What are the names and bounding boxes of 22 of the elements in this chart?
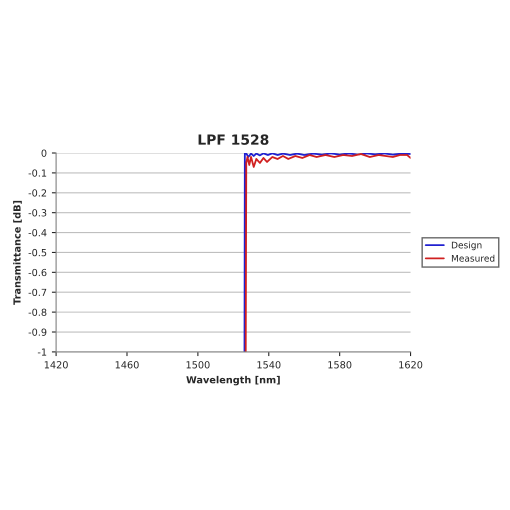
x-tick-label: 1460 bbox=[116, 361, 139, 368]
y-tick-label: -0.2 bbox=[28, 189, 46, 197]
x-tick-label: 1540 bbox=[257, 361, 280, 368]
y-tick-label: -0.4 bbox=[28, 229, 47, 236]
x-tick-label: 1580 bbox=[328, 361, 352, 368]
legend-label: Measured bbox=[452, 254, 494, 262]
y-tick-label: 0 bbox=[42, 149, 46, 157]
legend-label: Design bbox=[452, 241, 482, 250]
x-tick-label: 1420 bbox=[44, 361, 68, 368]
y-tick-label: -0.8 bbox=[28, 308, 46, 316]
y-tick-label: -0.5 bbox=[28, 248, 46, 256]
chart-title: LPF 1528 bbox=[198, 134, 268, 145]
y-tick-label: -0.3 bbox=[28, 209, 46, 216]
y-tick-label: -0.6 bbox=[28, 268, 46, 276]
x-tick-label: 1620 bbox=[399, 361, 422, 368]
y-tick-label: -1 bbox=[38, 348, 46, 356]
y-tick-label: -0.7 bbox=[28, 288, 46, 296]
y-tick-label: -0.9 bbox=[28, 328, 46, 336]
y-tick-label: -0.1 bbox=[28, 169, 46, 177]
x-tick-label: 1500 bbox=[186, 361, 210, 368]
x-axis-title: Wavelength [nm] bbox=[186, 376, 280, 386]
y-axis-title: Transmittance [dB] bbox=[13, 200, 22, 305]
